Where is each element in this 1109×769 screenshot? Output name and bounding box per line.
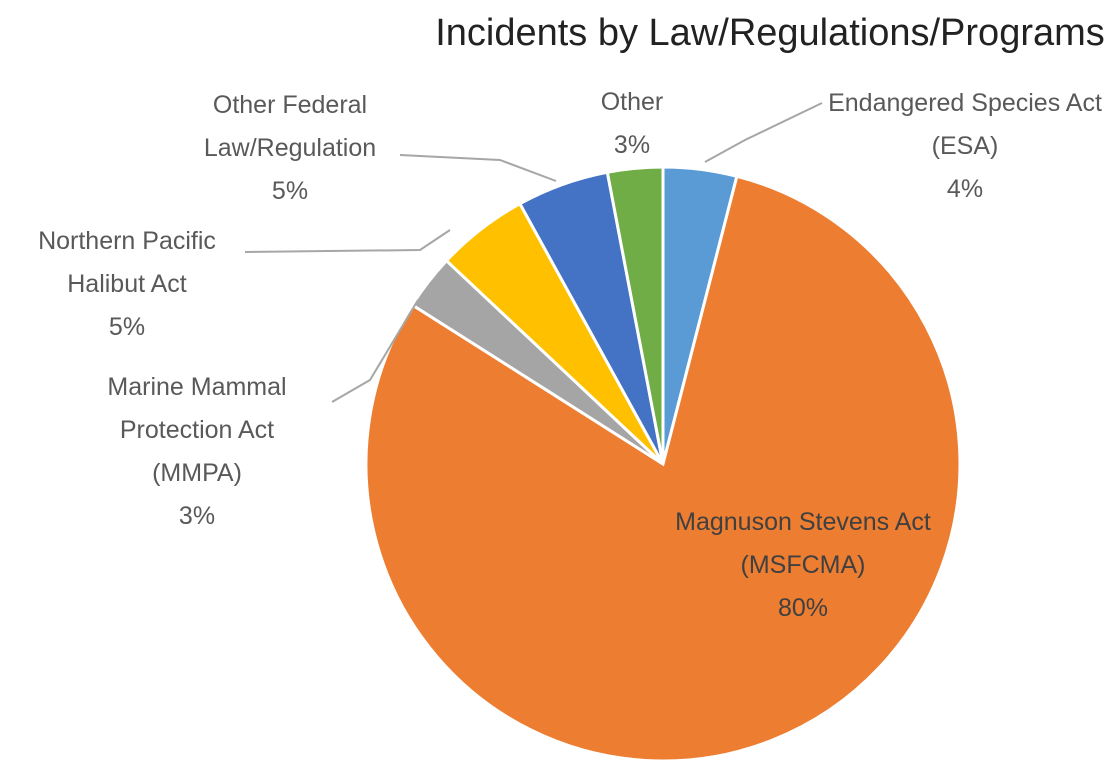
leader-line xyxy=(399,154,557,182)
category-label: Endangered Species Act (ESA) xyxy=(828,89,1102,160)
category-label: Northern Pacific Halibut Act xyxy=(38,227,216,298)
slice-label: Endangered Species Act (ESA) 4% xyxy=(815,82,1109,211)
category-label: Other xyxy=(600,88,664,116)
value-label: 80% xyxy=(777,594,829,622)
pie-slice xyxy=(364,174,962,763)
pie-slice xyxy=(605,165,665,465)
leader-line xyxy=(331,299,419,403)
chart-title: Incidents by Law/Regulations/Programs xyxy=(435,12,1105,54)
slice-label: Other 3% xyxy=(582,81,682,167)
leader-line xyxy=(704,102,823,163)
slice-label: Marine Mammal Protection Act (MMPA) 3% xyxy=(77,366,317,538)
category-label: Marine Mammal Protection Act (MMPA) xyxy=(107,373,287,487)
value-label: 3% xyxy=(178,502,216,530)
value-label: 3% xyxy=(613,131,651,159)
slice-label: Other Federal Law/Regulation 5% xyxy=(170,84,410,213)
value-label: 4% xyxy=(946,175,984,203)
value-label: 5% xyxy=(108,313,146,341)
category-label: Other Federal Law/Regulation xyxy=(203,91,377,162)
slice-label: Magnuson Stevens Act (MSFCMA) 80% xyxy=(673,501,933,630)
value-label: 5% xyxy=(271,177,309,205)
category-label: Magnuson Stevens Act (MSFCMA) xyxy=(675,508,931,579)
slice-label: Northern Pacific Halibut Act 5% xyxy=(7,220,247,349)
leader-line xyxy=(244,229,451,253)
